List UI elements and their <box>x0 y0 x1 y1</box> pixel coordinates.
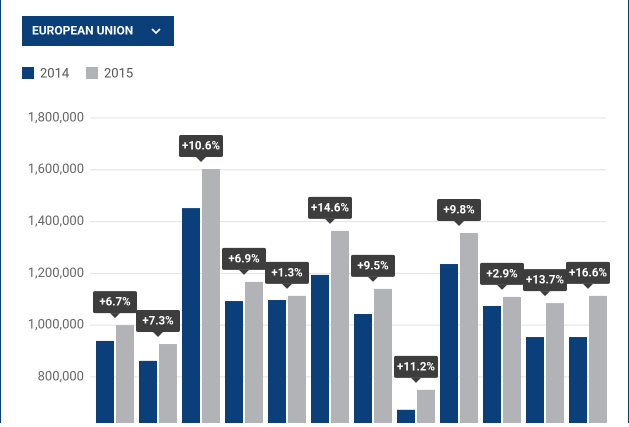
bar <box>225 301 243 423</box>
bar <box>116 325 134 423</box>
bar <box>159 344 177 423</box>
change-tooltip: +13.7% <box>523 269 567 297</box>
bar <box>96 340 114 423</box>
region-dropdown[interactable]: EUROPEAN UNION <box>22 16 174 46</box>
change-tooltip: +2.9% <box>480 262 524 290</box>
tooltip-box <box>437 198 481 221</box>
bar <box>288 295 306 423</box>
tooltip-pointer <box>454 220 464 226</box>
tooltip-label: +14.6% <box>311 200 349 214</box>
tooltip-pointer <box>239 269 249 275</box>
bar <box>268 300 286 423</box>
tooltip-label: +9.5% <box>357 258 388 272</box>
tooltip-box <box>222 247 266 270</box>
bar <box>182 208 200 423</box>
legend-swatch <box>86 67 98 79</box>
tooltip-box <box>308 196 352 219</box>
tooltip-box <box>93 291 137 314</box>
tooltip-label: +1.3% <box>271 265 302 279</box>
tooltip-pointer <box>411 377 421 383</box>
tooltip-pointer <box>540 291 550 297</box>
tooltip-box <box>394 355 438 378</box>
bar <box>460 232 478 423</box>
tooltip-pointer <box>497 284 507 290</box>
bar <box>589 295 607 423</box>
change-tooltip: +6.9% <box>222 247 266 275</box>
change-tooltip: +7.3% <box>136 310 180 338</box>
change-tooltip: +14.6% <box>308 196 352 224</box>
change-tooltip: +6.7% <box>93 291 137 319</box>
bar <box>417 389 435 423</box>
tooltip-box <box>136 310 180 333</box>
bar <box>440 264 458 423</box>
tooltip-pointer <box>110 313 120 319</box>
tooltip-label: +6.7% <box>99 295 130 309</box>
tooltip-pointer <box>153 332 163 338</box>
bar <box>139 360 157 423</box>
tooltip-pointer <box>583 283 593 289</box>
y-tick-label: 1,600,000 <box>28 162 84 177</box>
bar <box>245 281 263 423</box>
legend-swatch <box>22 67 34 79</box>
bar <box>397 409 415 423</box>
change-tooltip: +9.5% <box>351 254 395 282</box>
tooltip-box <box>351 254 395 277</box>
bar <box>569 337 587 423</box>
tooltip-box <box>523 269 567 292</box>
y-tick-label: 1,200,000 <box>28 266 84 281</box>
dropdown-chevron[interactable] <box>151 28 161 35</box>
bar <box>546 303 564 423</box>
bar <box>483 305 501 423</box>
tooltip-box <box>566 261 610 284</box>
tooltip-label: +9.8% <box>443 202 474 216</box>
tooltip-label: +6.9% <box>228 251 259 265</box>
tooltip-label: +16.6% <box>569 265 607 279</box>
tooltip-label: +7.3% <box>142 314 173 328</box>
bar <box>202 169 220 423</box>
bar <box>331 230 349 423</box>
tooltip-pointer <box>282 283 292 289</box>
tooltip-label: +13.7% <box>526 273 564 287</box>
bar <box>354 313 372 423</box>
change-tooltip: +10.6% <box>179 135 223 163</box>
tooltip-label: +2.9% <box>486 266 517 280</box>
tooltip-box <box>265 261 309 284</box>
change-tooltip: +1.3% <box>265 261 309 289</box>
tooltip-pointer <box>368 276 378 282</box>
legend-label: 2015 <box>104 66 133 81</box>
y-tick-label: 800,000 <box>38 369 84 384</box>
y-tick-label: 1,400,000 <box>28 214 84 229</box>
change-tooltip: +9.8% <box>437 198 481 226</box>
bar <box>526 337 544 423</box>
bar <box>374 288 392 423</box>
change-tooltip: +11.2% <box>394 355 438 383</box>
bar <box>311 274 329 423</box>
tooltip-box <box>480 262 524 285</box>
tooltip-pointer <box>325 218 335 224</box>
dropdown-label[interactable]: EUROPEAN UNION <box>32 24 133 38</box>
tooltip-box <box>179 135 223 158</box>
tooltip-pointer <box>196 157 206 163</box>
legend-label: 2014 <box>40 66 70 81</box>
tooltip-label: +10.6% <box>182 139 220 153</box>
dropdown-button[interactable] <box>22 16 174 46</box>
tooltip-label: +11.2% <box>397 359 435 373</box>
bar <box>503 296 521 423</box>
y-tick-label: 1,000,000 <box>28 318 84 333</box>
y-tick-label: 1,800,000 <box>28 110 84 125</box>
change-tooltip: +16.6% <box>566 261 610 289</box>
